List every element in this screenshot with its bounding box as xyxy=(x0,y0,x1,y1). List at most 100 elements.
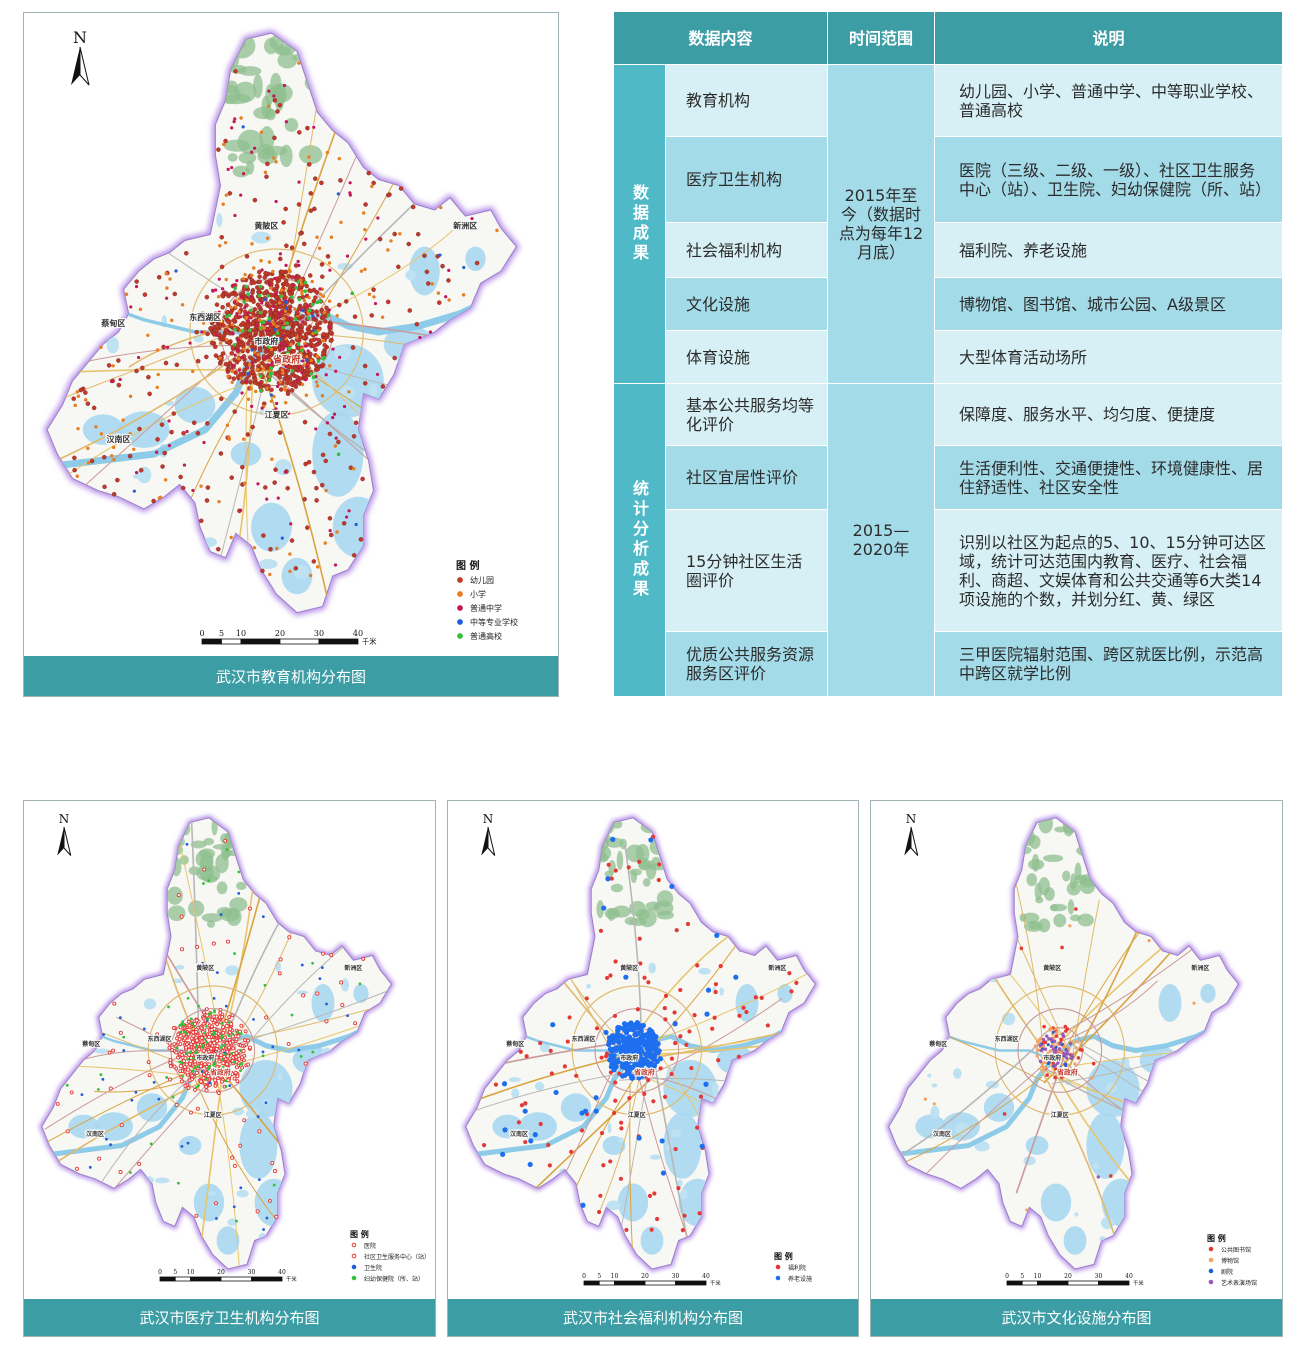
facility-point xyxy=(1035,1048,1039,1052)
facility-point xyxy=(263,297,267,302)
facility-point xyxy=(226,374,230,378)
facility-point xyxy=(283,309,288,313)
pond xyxy=(436,429,454,444)
facility-point xyxy=(250,242,254,246)
road xyxy=(272,33,397,318)
forest-patch xyxy=(188,900,205,917)
facility-point xyxy=(193,1066,197,1069)
facility-point xyxy=(306,304,310,308)
facility-point xyxy=(306,364,310,368)
facility-point xyxy=(248,379,253,385)
facility-point xyxy=(223,1057,228,1062)
lake xyxy=(193,1183,225,1222)
table-row-item-text: 教育机构 xyxy=(686,91,751,110)
facility-point xyxy=(347,390,351,394)
facility-point xyxy=(234,1037,239,1042)
facility-point xyxy=(345,515,349,519)
facility-point xyxy=(657,862,662,867)
facility-point xyxy=(269,293,275,298)
facility-point xyxy=(1043,1060,1047,1065)
facility-point xyxy=(180,1022,184,1026)
facility-point xyxy=(180,1053,185,1057)
facility-point xyxy=(267,1198,272,1203)
facility-point xyxy=(179,1030,183,1034)
facility-point xyxy=(202,1010,207,1015)
facility-point xyxy=(267,316,272,321)
facility-point xyxy=(273,311,278,316)
facility-point xyxy=(418,335,422,340)
facility-point xyxy=(303,1061,308,1066)
scale-tick: 30 xyxy=(248,1269,256,1276)
facility-point xyxy=(363,267,367,272)
facility-point xyxy=(282,334,287,339)
facility-point xyxy=(253,146,257,150)
forest-patch xyxy=(1028,859,1045,871)
legend-swatch xyxy=(1208,1246,1214,1252)
facility-point xyxy=(222,1043,225,1047)
facility-point xyxy=(327,516,333,521)
forest-patch xyxy=(1080,819,1095,826)
legend-label: 普通高校 xyxy=(470,631,502,641)
facility-point xyxy=(1040,1064,1044,1069)
facility-point xyxy=(167,1041,172,1046)
road xyxy=(261,230,454,338)
facility-point xyxy=(96,1088,100,1091)
facility-point xyxy=(1075,1040,1079,1044)
facility-point xyxy=(287,346,292,351)
facility-point xyxy=(318,287,322,291)
facility-point xyxy=(608,1159,613,1164)
pond xyxy=(527,1204,543,1215)
facility-point xyxy=(230,1013,235,1018)
facility-point xyxy=(268,373,273,378)
facility-point xyxy=(122,1049,126,1052)
facility-point xyxy=(297,297,302,302)
facility-point xyxy=(274,160,278,164)
facility-point xyxy=(654,1216,660,1222)
facility-point xyxy=(305,358,309,362)
pond xyxy=(671,1129,682,1137)
forest-patch xyxy=(616,850,624,871)
facility-point xyxy=(278,252,283,256)
facility-point xyxy=(334,369,338,373)
legend-label: 妇幼保健院（所、站） xyxy=(364,1275,424,1283)
facility-point xyxy=(1054,1027,1058,1031)
facility-point xyxy=(262,336,267,340)
facility-point xyxy=(250,150,254,154)
legend-title: 图 例 xyxy=(350,1229,369,1239)
forest-patch xyxy=(167,905,186,922)
facility-point xyxy=(437,300,442,305)
facility-point xyxy=(447,298,451,302)
table-row-item-text: 优质公共服务资源服务区评价 xyxy=(686,645,815,683)
pond xyxy=(322,1086,333,1099)
facility-point xyxy=(227,1045,232,1050)
facility-point xyxy=(672,1010,677,1015)
facility-point xyxy=(1053,1057,1058,1061)
facility-point xyxy=(258,310,263,315)
facility-point xyxy=(216,147,221,152)
road xyxy=(1015,1046,1069,1194)
facility-point xyxy=(285,485,290,491)
facility-point xyxy=(223,838,228,843)
facility-point xyxy=(352,314,358,319)
facility-point xyxy=(214,333,218,337)
facility-point xyxy=(195,430,201,436)
facility-point xyxy=(495,228,499,233)
facility-point xyxy=(271,408,277,414)
facility-point xyxy=(201,1016,206,1021)
time-range: 2015—2020年 xyxy=(828,384,935,697)
facility-point xyxy=(169,429,174,435)
table-row-item: 体育设施 xyxy=(666,331,828,384)
district-label: 汉南区 xyxy=(86,1130,104,1138)
facility-point xyxy=(250,290,255,296)
facility-point xyxy=(328,528,332,533)
facility-point xyxy=(186,1086,191,1090)
facility-point xyxy=(1065,1049,1069,1053)
facility-point xyxy=(659,1138,665,1144)
facility-point xyxy=(369,313,374,318)
facility-point xyxy=(223,327,229,333)
facility-point xyxy=(301,993,306,998)
facility-point xyxy=(235,348,240,353)
facility-point xyxy=(244,315,249,320)
pond xyxy=(175,964,185,970)
